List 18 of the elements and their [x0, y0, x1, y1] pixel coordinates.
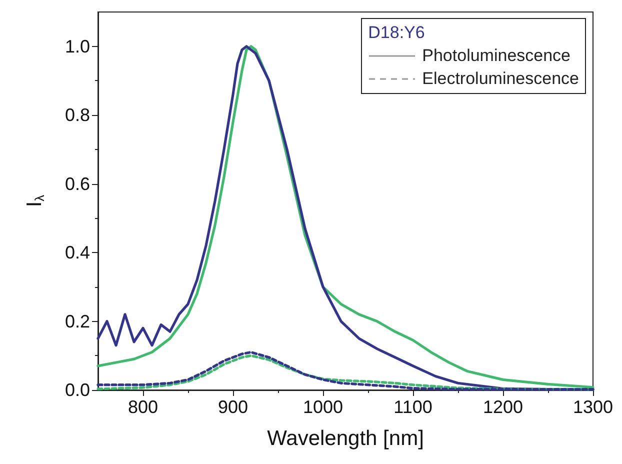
y-tick-label: 1.0	[64, 36, 90, 56]
y-tick-label: 0.0	[64, 380, 90, 400]
x-axis-title: Wavelength [nm]	[267, 427, 424, 450]
annotation: D18:Y6	[368, 22, 426, 44]
y-tick-label: 0.6	[64, 174, 90, 194]
legend-box: D18:Y6 Photoluminescence Electroluminescence	[361, 18, 586, 94]
y-tick-label: 0.4	[64, 242, 90, 263]
y-tick-label: 0.8	[64, 105, 90, 126]
x-tick-label: 1100	[394, 397, 432, 417]
y-tick-label: 0.2	[64, 311, 90, 332]
x-tick-label: 900	[218, 397, 248, 417]
annotation: Electroluminescence	[422, 68, 579, 90]
y-axis-title: Iλ	[23, 194, 47, 208]
annotation: Photoluminescence	[422, 45, 571, 67]
x-tick-label: 800	[128, 397, 158, 417]
x-tick-label: 1000	[302, 397, 344, 417]
x-tick-label: 1300	[572, 397, 614, 417]
x-tick-label: 1200	[482, 397, 524, 417]
